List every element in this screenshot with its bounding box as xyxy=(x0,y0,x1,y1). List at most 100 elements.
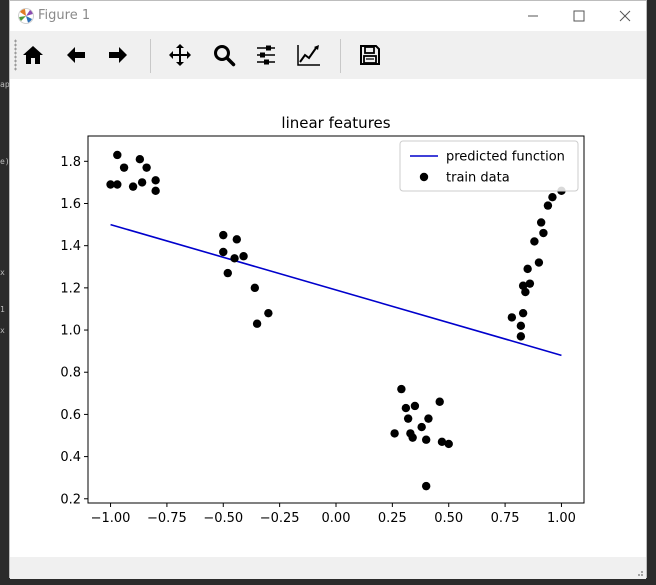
resize-grip-icon[interactable] xyxy=(634,567,644,577)
close-button[interactable] xyxy=(602,1,648,31)
train-data-point xyxy=(264,308,273,318)
train-data-point xyxy=(518,308,528,318)
train-data-point xyxy=(239,252,248,261)
figure-window: Figure 1 xyxy=(9,0,647,579)
y-tick-label: 1.4 xyxy=(60,239,81,254)
matplotlib-logo-icon xyxy=(18,8,34,24)
train-data-point xyxy=(252,319,262,328)
train-data-point xyxy=(219,230,228,240)
train-data-point xyxy=(516,332,526,341)
legend-label: train data xyxy=(446,171,510,186)
y-tick-label: 1.8 xyxy=(60,155,81,170)
window-title: Figure 1 xyxy=(38,8,91,23)
home-button[interactable] xyxy=(15,37,51,73)
back-button[interactable] xyxy=(58,37,94,73)
train-data-point xyxy=(518,281,528,290)
side-mark: x xyxy=(0,268,5,277)
x-tick-label: 0.00 xyxy=(322,511,351,526)
x-tick-label: 1.00 xyxy=(547,511,576,526)
train-data-point xyxy=(390,429,399,438)
chart-title: linear features xyxy=(281,114,390,132)
x-tick-label: 0.50 xyxy=(434,511,463,526)
x-tick-label: −0.75 xyxy=(147,511,187,526)
train-data-point xyxy=(410,401,420,411)
status-bar xyxy=(10,557,646,579)
train-data-point xyxy=(543,201,553,210)
pan-button[interactable] xyxy=(162,37,198,73)
maximize-button[interactable] xyxy=(556,1,602,31)
train-data-point xyxy=(113,150,122,160)
train-data-point xyxy=(523,264,532,274)
y-tick-label: 0.2 xyxy=(60,492,81,507)
subplots-button[interactable] xyxy=(248,37,284,73)
x-tick-label: −0.25 xyxy=(260,511,300,526)
x-tick-label: −0.50 xyxy=(203,511,243,526)
train-data-point xyxy=(232,235,241,244)
train-data-point xyxy=(151,186,160,196)
train-data-point xyxy=(521,287,530,297)
x-tick-label: 0.25 xyxy=(378,511,407,526)
zoom-button[interactable] xyxy=(206,37,242,73)
figure-canvas[interactable]: linear features −1.00 −0.75 −0.50 −0.25 0.00 0… xyxy=(10,79,646,557)
train-data-point xyxy=(530,237,539,246)
train-data-point xyxy=(151,176,160,185)
legend-marker-swatch xyxy=(419,172,429,182)
train-data-point xyxy=(223,268,232,278)
train-data-point xyxy=(113,180,122,189)
side-mark: 1 xyxy=(0,305,5,314)
train-data-point xyxy=(421,435,431,444)
train-data-point xyxy=(417,422,426,432)
maximize-icon xyxy=(573,10,585,22)
train-data-point xyxy=(539,228,548,238)
save-button[interactable] xyxy=(352,37,388,73)
train-data-point xyxy=(444,439,453,449)
side-mark: e) xyxy=(0,157,10,166)
customize-button[interactable] xyxy=(291,37,327,73)
arrow-left-icon xyxy=(67,47,85,63)
train-data-point xyxy=(435,397,444,406)
train-data-point xyxy=(507,313,517,322)
train-data-point xyxy=(401,403,411,413)
train-data-point xyxy=(119,163,129,172)
toolbar-grip[interactable] xyxy=(14,39,17,71)
train-data-point xyxy=(437,437,447,447)
x-tick-label: −1.00 xyxy=(91,511,131,526)
y-tick-label: 1.2 xyxy=(60,281,81,296)
train-data-point xyxy=(421,481,431,491)
title-bar[interactable]: Figure 1 xyxy=(10,1,646,31)
close-icon xyxy=(619,10,631,22)
train-data-point xyxy=(534,258,544,267)
train-data-point xyxy=(516,321,526,331)
minimize-icon xyxy=(528,15,538,17)
y-tick-label: 0.4 xyxy=(60,450,81,465)
background-right-strip xyxy=(647,0,656,585)
train-data-point xyxy=(106,180,115,189)
train-data-point xyxy=(403,414,413,423)
legend-box xyxy=(399,140,579,192)
side-mark: x xyxy=(0,326,5,335)
save-icon xyxy=(360,45,380,65)
y-tick-label: 1.6 xyxy=(60,197,81,212)
move-icon xyxy=(169,44,191,66)
chart-svg: linear features −1.00 −0.75 −0.50 −0.25 0.00 0… xyxy=(60,114,585,526)
magnifier-icon xyxy=(214,45,236,67)
train-data-point xyxy=(135,155,145,164)
x-tick-label: 0.75 xyxy=(491,511,520,526)
minimize-button[interactable] xyxy=(510,1,556,31)
train-data-point xyxy=(525,279,535,288)
background-left-strip: ap e) x 1 x xyxy=(0,0,10,585)
y-tick-label: 0.8 xyxy=(60,366,81,381)
navigation-toolbar xyxy=(10,31,646,79)
train-data-point xyxy=(250,283,260,293)
train-data-point xyxy=(536,218,546,227)
train-data-point xyxy=(128,182,138,191)
forward-button[interactable] xyxy=(100,37,136,73)
train-data-point xyxy=(137,178,147,187)
y-tick-label: 0.6 xyxy=(60,408,81,423)
train-data-point xyxy=(548,192,557,202)
train-data-point xyxy=(408,433,417,442)
train-data-point xyxy=(397,384,406,394)
toolbar-separator xyxy=(150,39,151,73)
toolbar-separator xyxy=(340,39,341,73)
predicted-function-line xyxy=(110,223,562,357)
